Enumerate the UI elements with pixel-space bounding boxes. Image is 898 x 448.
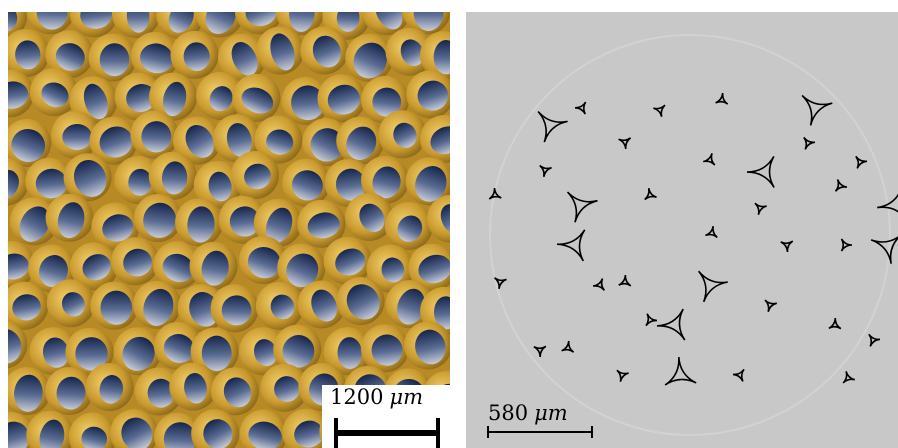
foam-hole (62, 124, 92, 150)
scale-unit: μm (534, 401, 568, 425)
scale-value: 1200 (330, 385, 383, 409)
scale-value: 580 (488, 401, 528, 425)
foam-cells (0, 0, 475, 448)
page: 1200μm 580μm (() => { const data = JSON.… (0, 0, 898, 448)
scale-unit: μm (389, 385, 423, 409)
foam-render (0, 0, 475, 448)
figure: 1200μm 580μm (0, 0, 898, 448)
ct-slice (466, 12, 898, 448)
